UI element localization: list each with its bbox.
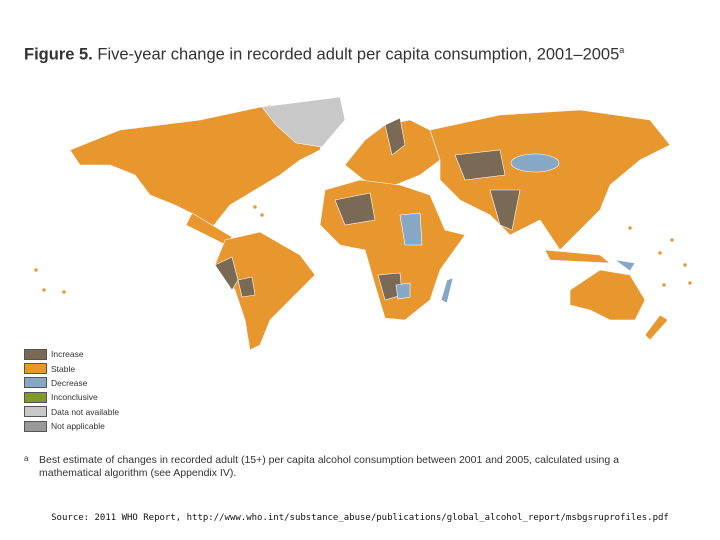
island — [259, 212, 265, 218]
continents — [69, 96, 671, 350]
indonesia — [544, 249, 611, 264]
sudan — [399, 212, 423, 246]
legend-swatch — [24, 363, 47, 375]
legend-swatch — [24, 348, 47, 360]
papua — [614, 259, 636, 272]
legend-label: Inconclusive — [51, 392, 98, 403]
legend-label: Decrease — [51, 377, 88, 388]
legend-label: Data not available — [51, 406, 120, 417]
australia — [569, 269, 646, 321]
legend-item: Stable — [24, 361, 119, 375]
india — [489, 189, 521, 231]
legend-item: Increase — [24, 347, 119, 361]
island — [627, 225, 633, 231]
south-america — [214, 231, 316, 350]
island — [682, 262, 688, 268]
title-text: Five-year change in recorded adult per c… — [97, 45, 620, 64]
new-zealand — [644, 314, 669, 341]
footnote-text: Best estimate of changes in recorded adu… — [39, 454, 619, 479]
madagascar — [440, 277, 454, 304]
island — [669, 237, 675, 243]
footnote: a Best estimate of changes in recorded ad… — [24, 454, 704, 480]
island — [687, 280, 693, 286]
sahel — [334, 192, 376, 226]
islands — [33, 204, 693, 295]
island — [252, 204, 258, 210]
island — [41, 287, 47, 293]
figure-label: Figure 5. — [24, 45, 93, 64]
legend: Increase Stable Decrease Inconclusive Data n… — [24, 347, 119, 433]
legend-swatch — [24, 391, 47, 403]
legend-item: Data not available — [24, 405, 119, 419]
island — [33, 267, 39, 273]
bolivia — [237, 276, 256, 298]
footnote-marker: a — [24, 454, 29, 463]
north-america — [69, 104, 331, 231]
figure-title: Figure 5. Five-year change in recorded a… — [24, 45, 624, 65]
mongolia — [510, 153, 560, 173]
legend-item: Decrease — [24, 376, 119, 390]
island — [657, 250, 663, 256]
legend-item: Inconclusive — [24, 390, 119, 404]
scandinavia — [384, 117, 406, 156]
world-map — [33, 96, 693, 350]
kazakhstan — [454, 149, 506, 181]
island — [61, 289, 67, 295]
legend-label: Stable — [51, 363, 76, 374]
legend-swatch — [24, 377, 47, 389]
legend-swatch — [24, 406, 47, 418]
title-note: a — [619, 45, 625, 55]
legend-label: Increase — [51, 349, 84, 360]
source: Source: 2011 WHO Report, http://www.who.… — [51, 513, 669, 523]
legend-item: Not applicable — [24, 419, 119, 433]
botswana — [395, 282, 411, 300]
legend-label: Not applicable — [51, 421, 105, 432]
greenland — [261, 96, 346, 148]
island — [661, 282, 667, 288]
legend-swatch — [24, 420, 47, 432]
asia — [429, 109, 671, 251]
